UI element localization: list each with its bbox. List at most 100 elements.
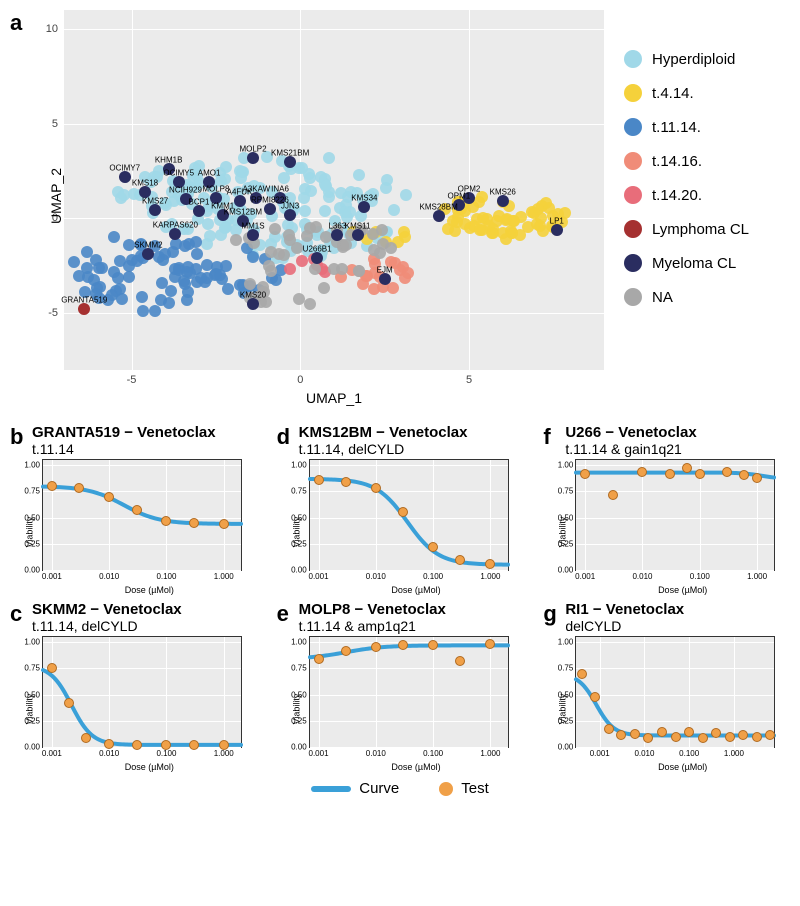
dose-data-point [455,555,465,565]
dose-data-point [314,475,324,485]
legend-item: t.4.14. [624,84,749,102]
umap-point [353,265,365,277]
dose-data-point [47,663,57,673]
dose-y-axis-label: Viability [291,517,301,548]
dose-data-point [74,483,84,493]
curve-legend-label: Curve [359,780,399,797]
umap-point [500,233,512,245]
umap-point [108,266,120,278]
umap-labeled-point [250,192,262,204]
dose-panel-b: bGRANTA519 − Venetoclaxt.11.140.0010.010… [10,424,257,595]
umap-point [195,272,207,284]
legend-label: Myeloma CL [652,255,736,272]
umap-labeled-point [142,248,154,260]
dose-data-point [485,639,495,649]
umap-labeled-point [193,205,205,217]
dose-data-point [580,469,590,479]
dose-title: GRANTA519 − Venetoclax [32,424,216,441]
umap-labeled-point [139,186,151,198]
legend-item: Hyperdiploid [624,50,749,68]
umap-point [547,210,559,222]
dose-data-point [604,724,614,734]
umap-point [81,262,93,274]
umap-legend: Hyperdiploid t.4.14. t.11.14. t.14.16. t.14.… [624,50,749,322]
dose-response-grid: bGRANTA519 − Venetoclaxt.11.140.0010.010… [10,424,790,772]
umap-point [257,281,269,293]
dose-data-point [630,729,640,739]
umap-point [260,296,272,308]
dose-y-axis-label: Viability [291,694,301,725]
umap-point [328,263,340,275]
umap-point [159,197,171,209]
legend-swatch [624,84,642,102]
dose-curve [310,479,508,565]
umap-point [155,294,167,306]
panel-label-c: c [10,601,28,627]
umap-point [340,239,352,251]
dose-x-axis-label: Dose (µMol) [575,762,790,772]
umap-point [265,265,277,277]
figure-container: a -505-50510GRANTA519OCIMY7KHM1BOCIMY5KM… [10,10,790,797]
test-legend-swatch [439,782,453,796]
dose-panel-g: gRI1 − VenetoclaxdelCYLD0.0010.0100.1001… [543,601,790,772]
dose-subtitle: t.11.14 [32,441,216,457]
legend-label: NA [652,289,673,306]
dose-data-point [577,669,587,679]
umap-labeled-point [149,204,161,216]
umap-labeled-point [497,195,509,207]
legend-label: t.14.20. [652,187,702,204]
dose-data-point [371,483,381,493]
dose-data-point [590,692,600,702]
umap-point [157,254,169,266]
umap-labeled-point [331,229,343,241]
dose-data-point [682,463,692,473]
dose-data-point [428,542,438,552]
umap-labeled-point [274,192,286,204]
umap-point [222,283,234,295]
dose-data-point [765,730,775,740]
umap-point [96,262,108,274]
dose-data-point [341,477,351,487]
dose-y-axis-label: Viability [24,517,34,548]
umap-point [201,259,213,271]
umap-y-axis-label: UMAP_2 [48,168,64,224]
legend-item: t.14.16. [624,152,749,170]
umap-point [319,205,331,217]
umap-point [179,278,191,290]
dose-data-point [698,733,708,743]
umap-point [318,282,330,294]
umap-labeled-point [210,192,222,204]
dose-data-point [752,473,762,483]
dose-x-axis-label: Dose (µMol) [309,762,524,772]
umap-labeled-point [169,228,181,240]
umap-point [451,216,463,228]
dose-data-point [314,654,324,664]
umap-labeled-point [379,273,391,285]
umap-labeled-point [247,152,259,164]
legend-item: t.11.14. [624,118,749,136]
dose-data-point [81,733,91,743]
umap-labeled-point [247,298,259,310]
umap-x-axis-label: UMAP_1 [64,390,604,406]
legend-label: Hyperdiploid [652,51,735,68]
umap-labeled-point [180,193,192,205]
legend-swatch [624,288,642,306]
panel-label-a: a [10,10,22,35]
dose-x-axis-label: Dose (µMol) [42,762,257,772]
dose-panel-d: dKMS12BM − Venetoclaxt.11.14, delCYLD0.0… [277,424,524,595]
dose-title: SKMM2 − Venetoclax [32,601,182,618]
umap-point [298,192,310,204]
umap-labeled-point [463,192,475,204]
umap-point [474,224,486,236]
dose-legend: Curve Test [10,780,790,797]
panel-label-g: g [543,601,561,627]
dose-data-point [657,727,667,737]
umap-point [102,294,114,306]
umap-labeled-point [284,156,296,168]
dose-data-point [104,739,114,749]
umap-labeled-point [247,229,259,241]
dose-data-point [371,642,381,652]
umap-labeled-point [217,209,229,221]
legend-label: Lymphoma CL [652,221,749,238]
dose-panel-e: eMOLP8 − Venetoclaxt.11.14 & amp1q210.00… [277,601,524,772]
